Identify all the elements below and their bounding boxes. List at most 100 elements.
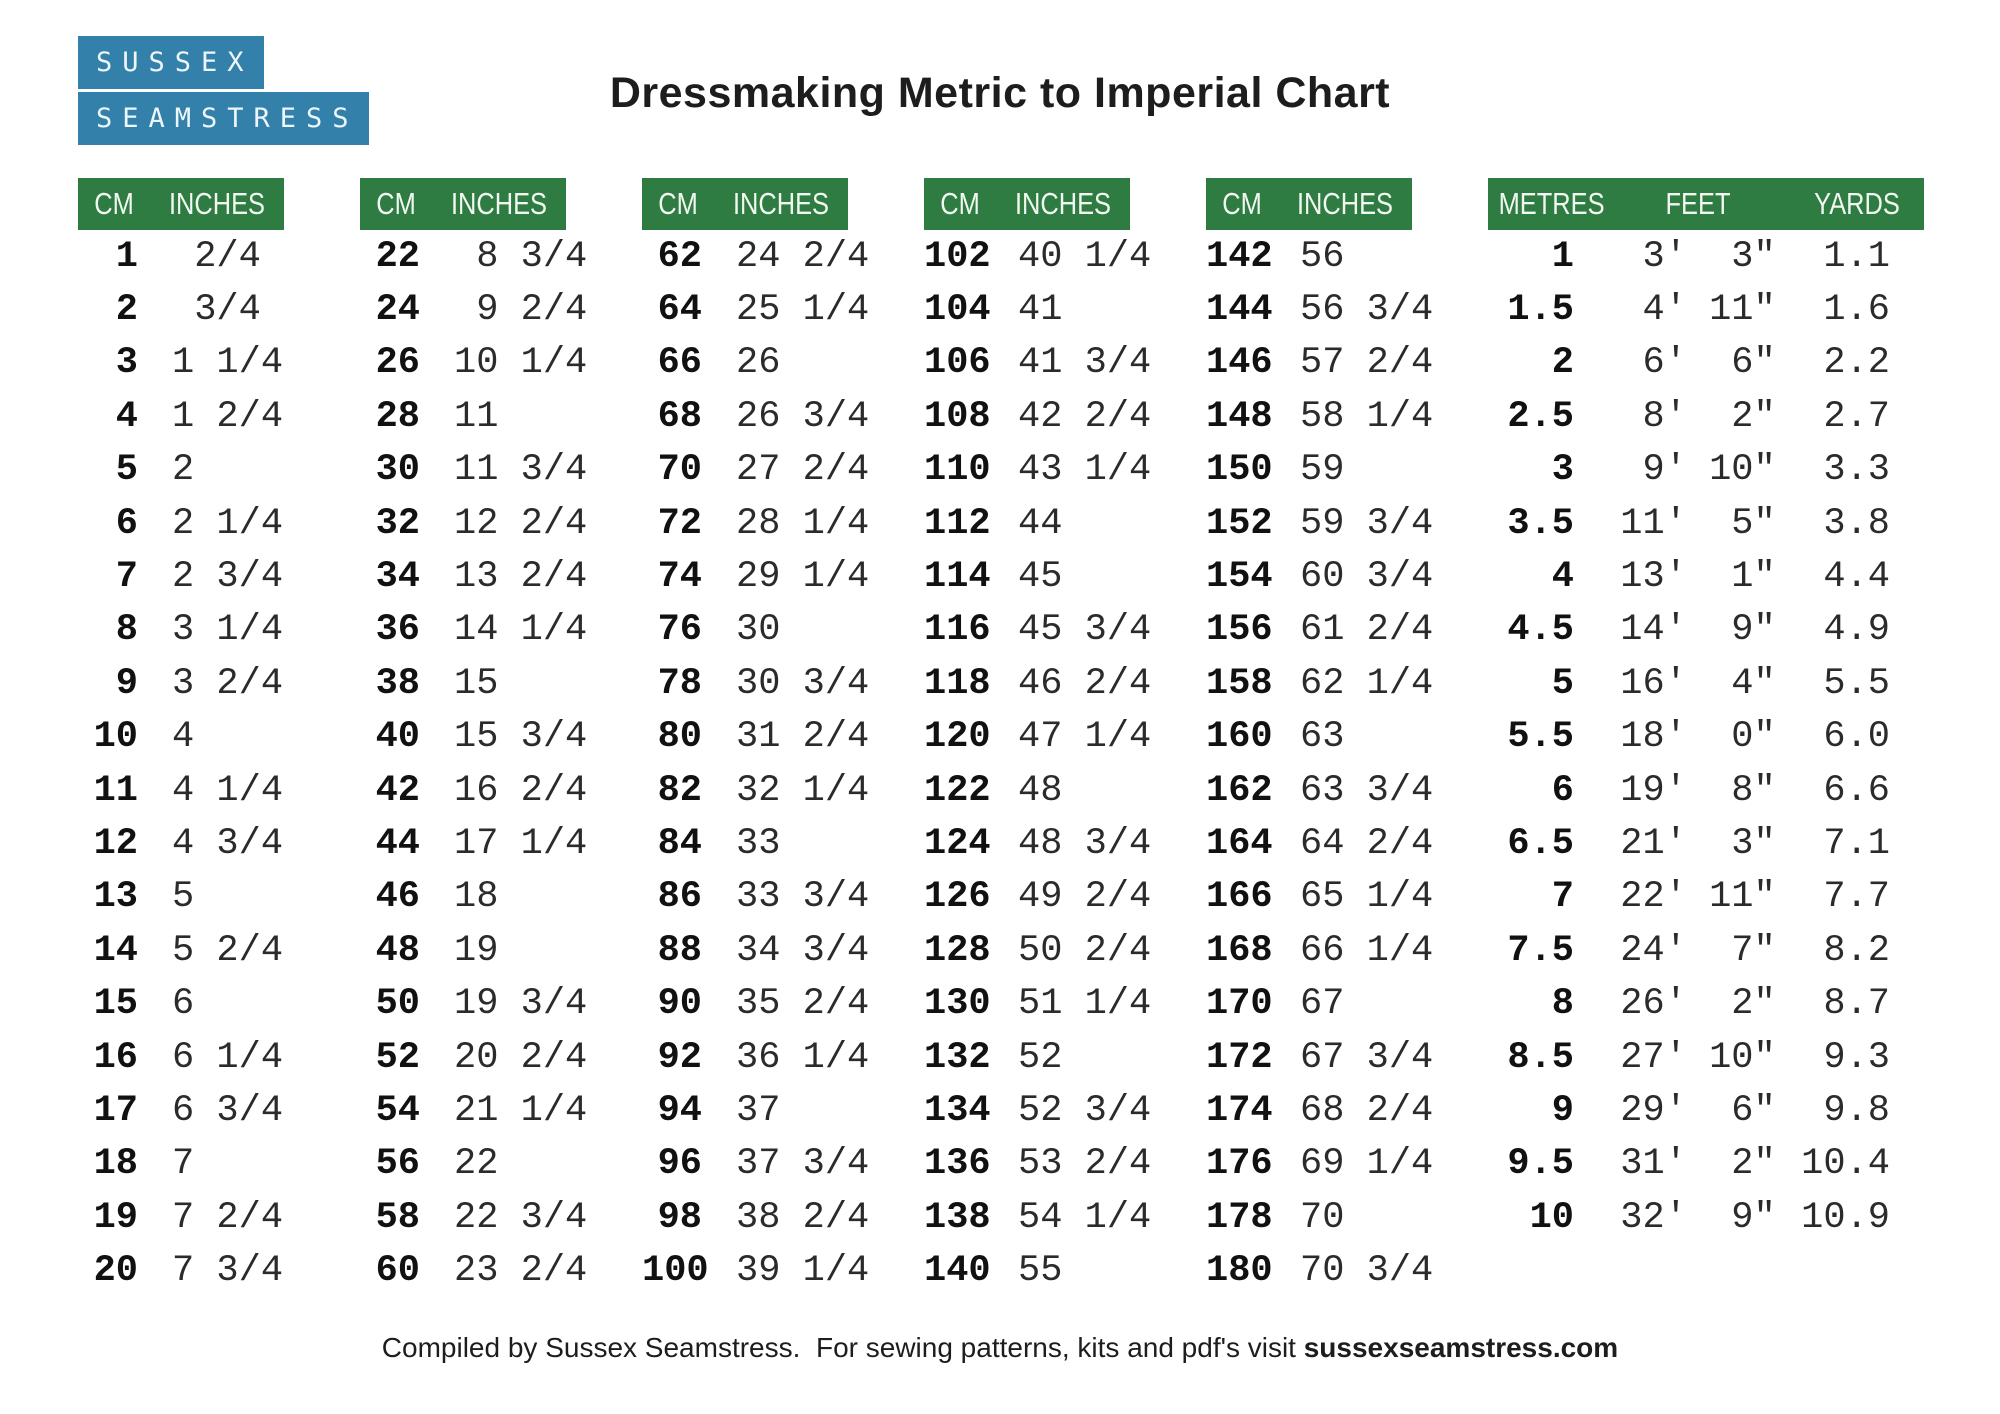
yards-value: 1.6: [1823, 289, 1890, 332]
yards-value: 1.1: [1823, 235, 1890, 278]
column-header-cm: CM: [658, 186, 698, 221]
table-row: 2 6' 6" 2.2: [1488, 337, 1924, 390]
inches-value: 66 1/4: [1300, 929, 1434, 972]
table-row: 42 16 2/4: [360, 764, 588, 817]
cm-value: 160: [1206, 716, 1273, 759]
cm-value: 74: [657, 556, 702, 599]
yards-value: 6.0: [1823, 716, 1890, 759]
metres-value: 4: [1551, 556, 1574, 599]
table-row: 14 5 2/4: [78, 924, 284, 977]
cm-value: 20: [93, 1250, 138, 1293]
inches-value: 22: [454, 1143, 499, 1186]
inches-value: 63: [1300, 716, 1345, 759]
cm-value: 62: [657, 235, 702, 278]
table-row: 58 22 3/4: [360, 1191, 588, 1244]
cm-value: 50: [375, 983, 420, 1026]
table-row: 178 70: [1206, 1191, 1412, 1244]
metres-value: 3.5: [1507, 502, 1574, 545]
inches-value: 4 3/4: [172, 822, 284, 865]
inches-value: 40 1/4: [1018, 235, 1152, 278]
table-header: CM INCHES: [360, 178, 566, 230]
table-row: 48 19: [360, 924, 566, 977]
cm-value: 82: [657, 769, 702, 812]
metres-value: 8.5: [1507, 1036, 1574, 1079]
cm-value: 26: [375, 342, 420, 385]
table-row: 6.5 21' 3" 7.1: [1488, 817, 1924, 870]
cm-value: 66: [657, 342, 702, 385]
inches-value: 9 2/4: [454, 289, 588, 332]
inches-value: 49 2/4: [1018, 876, 1152, 919]
inches-value: 46 2/4: [1018, 662, 1152, 705]
inches-value: 33: [736, 822, 781, 865]
feet-value: 4' 11": [1620, 289, 1776, 332]
cm-value: 136: [924, 1143, 991, 1186]
table-row: 98 38 2/4: [642, 1191, 870, 1244]
cm-inches-table-3: CM INCHES 62 24 2/4 64 25 1/4 66 26 68 26 3/4 70 27…: [642, 178, 870, 1298]
inches-value: 39 1/4: [736, 1250, 870, 1293]
table-row: 6 2 1/4: [78, 497, 284, 550]
inches-value: 69 1/4: [1300, 1143, 1434, 1186]
cm-value: 156: [1206, 609, 1273, 652]
table-row: 142 56: [1206, 230, 1412, 283]
inches-value: 1 2/4: [172, 395, 284, 438]
cm-value: 98: [657, 1196, 702, 1239]
table-header: CM INCHES: [78, 178, 284, 230]
cm-value: 86: [657, 876, 702, 919]
inches-value: 3 1/4: [172, 609, 284, 652]
inches-value: 51 1/4: [1018, 983, 1152, 1026]
table-row: 164 64 2/4: [1206, 817, 1433, 870]
table-row: 11 4 1/4: [78, 764, 284, 817]
cm-value: 36: [375, 609, 420, 652]
metres-value: 5.5: [1507, 716, 1574, 759]
table-row: 100 39 1/4: [642, 1244, 869, 1297]
metres-value: 7.5: [1507, 929, 1574, 972]
cm-value: 34: [375, 556, 420, 599]
table-row: 32 12 2/4: [360, 497, 588, 550]
inches-value: 2 3/4: [172, 556, 284, 599]
table-row: 62 24 2/4: [642, 230, 870, 283]
inches-value: 30: [736, 609, 781, 652]
table-row: 106 41 3/4: [924, 337, 1151, 390]
inches-value: 59 3/4: [1300, 502, 1434, 545]
cm-value: 10: [93, 716, 138, 759]
table-row: 168 66 1/4: [1206, 924, 1433, 977]
table-row: 84 33: [642, 817, 848, 870]
yards-value: 7.1: [1823, 822, 1890, 865]
inches-value: 44: [1018, 502, 1063, 545]
footer-website: sussexseamstress.com: [1303, 1332, 1619, 1363]
table-row: 4 1 2/4: [78, 390, 284, 443]
cm-value: 9: [115, 662, 138, 705]
cm-value: 46: [375, 876, 420, 919]
table-row: 180 70 3/4: [1206, 1244, 1433, 1297]
cm-value: 158: [1206, 662, 1273, 705]
table-row: 50 19 3/4: [360, 977, 588, 1030]
inches-value: 7 2/4: [172, 1196, 284, 1239]
cm-value: 96: [657, 1143, 702, 1186]
cm-value: 44: [375, 822, 420, 865]
table-row: 12 4 3/4: [78, 817, 284, 870]
table-row: 3.5 11' 5" 3.8: [1488, 497, 1924, 550]
feet-value: 24' 7": [1620, 929, 1776, 972]
inches-value: 2 1/4: [172, 502, 284, 545]
table-row: 3 1 1/4: [78, 337, 284, 390]
table-row: 96 37 3/4: [642, 1138, 870, 1191]
inches-value: 21 1/4: [454, 1089, 588, 1132]
cm-value: 2: [115, 289, 138, 332]
cm-value: 132: [924, 1036, 991, 1079]
column-header-inches: INCHES: [450, 186, 548, 221]
table-row: 64 25 1/4: [642, 283, 870, 336]
footer-text: Compiled by Sussex Seamstress. For sewin…: [381, 1332, 1304, 1363]
table-row: 122 48: [924, 764, 1130, 817]
cm-value: 1: [115, 235, 138, 278]
inches-value: 58 1/4: [1300, 395, 1434, 438]
column-header-cm: CM: [94, 186, 134, 221]
table-row: 8 26' 2" 8.7: [1488, 977, 1924, 1030]
table-row: 124 48 3/4: [924, 817, 1151, 870]
inches-value: 37 3/4: [736, 1143, 870, 1186]
table-row: 44 17 1/4: [360, 817, 588, 870]
cm-value: 38: [375, 662, 420, 705]
table-row: 26 10 1/4: [360, 337, 588, 390]
table-row: 52 20 2/4: [360, 1031, 588, 1084]
inches-value: 47 1/4: [1018, 716, 1152, 759]
table-row: 144 56 3/4: [1206, 283, 1433, 336]
